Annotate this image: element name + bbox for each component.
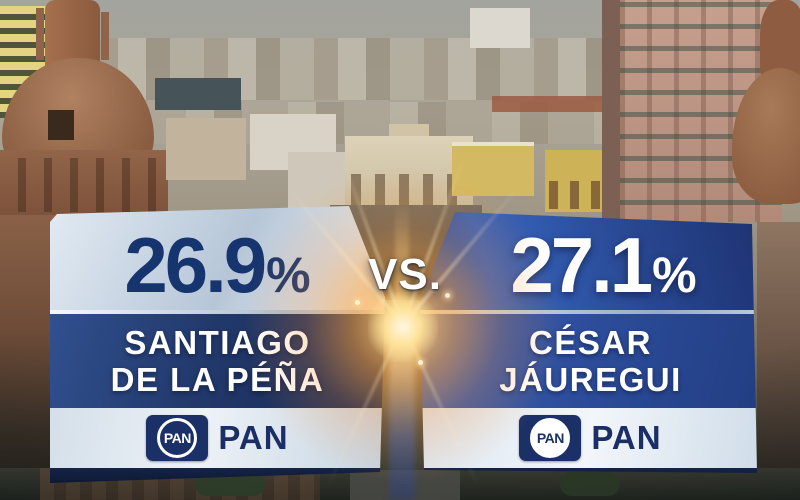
pan-logo-circle: PAN — [530, 418, 571, 458]
tan-building — [166, 118, 246, 180]
red-roof-strip — [492, 96, 612, 112]
pan-logo-circle: PAN — [157, 418, 198, 458]
versus-label: VS. — [368, 250, 442, 299]
panel-bevel — [420, 310, 757, 314]
party-row-left: PAN PAN — [50, 408, 385, 468]
percent-symbol-left: % — [266, 247, 311, 303]
highrise-side-face — [602, 0, 622, 222]
right-edge-stonework — [757, 222, 800, 500]
left-edge-stonework — [0, 215, 55, 500]
name-line: CÉSAR — [528, 323, 653, 361]
cathedral-niches — [0, 158, 168, 212]
city-rooftops-row — [60, 38, 620, 100]
percent-row: 26.9 % — [124, 221, 311, 310]
panel-bottom-edge — [420, 468, 757, 473]
percent-section-left: 26.9 % — [50, 206, 385, 310]
candidate-card-left: 26.9 % SANTIAGO DE LA PÉÑA PAN PAN — [50, 206, 385, 483]
cathedral-pinnacle — [36, 8, 44, 60]
percent-symbol-right: % — [652, 247, 697, 303]
pan-logo-text: PAN — [536, 430, 565, 446]
percent-value-left: 26.9 — [124, 221, 267, 309]
name-line: DE LA PÉÑA — [110, 361, 325, 398]
dark-rooftop — [155, 78, 241, 110]
panel-bevel — [50, 310, 385, 314]
cathedral-pinnacle — [101, 12, 109, 60]
cathedral-drum — [0, 150, 168, 220]
party-name-right: PAN — [591, 419, 662, 456]
percent-row: 27.1 % — [510, 221, 697, 310]
candidate-card-right: 27.1 % CÉSAR JÁUREGUI PAN PAN — [420, 212, 757, 473]
pan-logo-text: PAN — [163, 430, 192, 446]
candidate-name-right: CÉSAR JÁUREGUI — [420, 314, 757, 408]
party-name-left: PAN — [218, 419, 289, 456]
pan-logo-icon: PAN — [146, 415, 209, 461]
pan-logo-icon: PAN — [519, 415, 582, 461]
name-line: SANTIAGO — [124, 323, 311, 361]
cathedral-lantern-tower — [45, 0, 100, 66]
party-row-right: PAN PAN — [420, 408, 757, 468]
trees — [560, 472, 620, 496]
percent-value-right: 27.1 — [510, 221, 653, 309]
cathedral-dome-window — [48, 110, 74, 140]
white-building — [470, 8, 530, 48]
name-line: JÁUREGUI — [499, 361, 682, 398]
candidate-name-left: SANTIAGO DE LA PÉÑA — [50, 314, 385, 408]
